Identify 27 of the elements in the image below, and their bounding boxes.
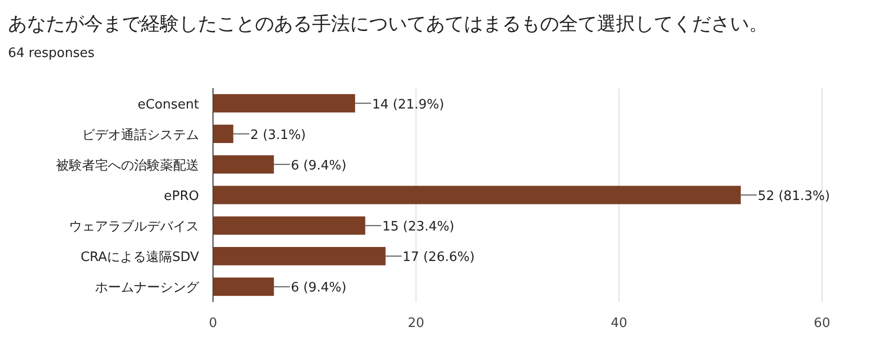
data-label: 17 (26.6%) <box>402 250 475 266</box>
bar <box>213 94 356 112</box>
y-tick-label: ホームナーシング <box>95 280 200 296</box>
data-label: 14 (21.9%) <box>372 97 444 112</box>
bar <box>213 216 366 235</box>
data-label: 15 (23.4%) <box>382 220 454 235</box>
data-label: 6 (9.4%) <box>290 158 346 174</box>
bar <box>213 124 234 144</box>
bar <box>213 186 741 204</box>
y-tick-label: ePRO <box>164 189 199 204</box>
data-label: 52 (81.3%) <box>758 189 830 204</box>
bar <box>213 278 274 296</box>
text: 64 responses <box>8 46 95 61</box>
bar <box>213 155 274 174</box>
x-tick-label: 20 <box>408 316 424 331</box>
x-tick-label: 40 <box>610 316 628 331</box>
bar <box>213 246 386 266</box>
data-label: 6 (9.4%) <box>290 280 346 296</box>
y-tick-label: CRAによる遠隔SDV <box>80 250 200 266</box>
y-tick-label: eConsent <box>138 97 199 112</box>
x-tick-label: 60 <box>814 316 830 331</box>
data-label: 2 (3.1%) <box>250 128 306 143</box>
chart-title: あなたが今まで経験したことのある手法についてあてはまるもの全て選択してください。 <box>8 13 768 35</box>
y-tick-label: ビデオ通話システム <box>82 128 199 143</box>
y-tick-label: 被験者宅への治験薬配送 <box>56 157 199 174</box>
x-tick-label: 0 <box>208 316 218 331</box>
y-tick-label: ウェアラブルデバイス <box>69 220 199 235</box>
